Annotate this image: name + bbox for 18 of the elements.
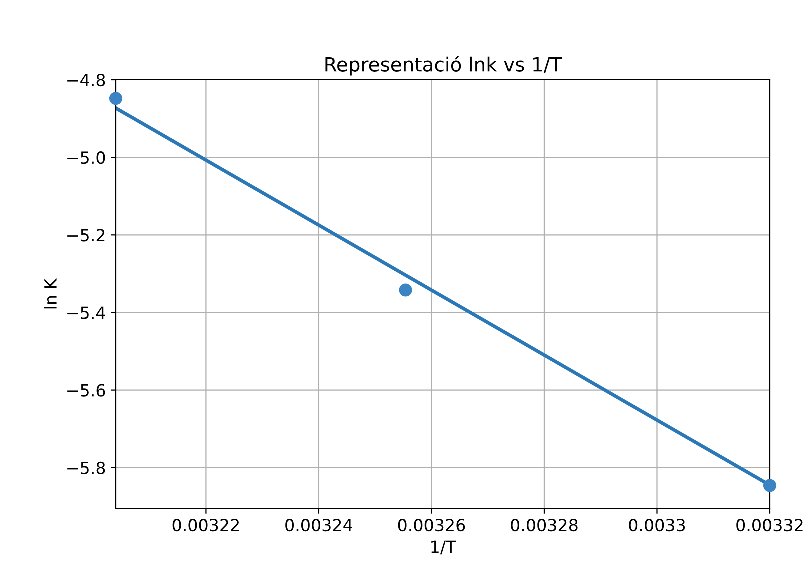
y-tick-label: −5.0 <box>68 152 106 164</box>
x-tick-label: 0.00326 <box>398 519 466 532</box>
point <box>399 284 412 297</box>
y-axis-title: ln K <box>44 278 57 309</box>
x-tick-label: 0.00322 <box>172 519 239 532</box>
x-axis-title: 1/T <box>432 540 456 555</box>
x-tick-label: 0.0033 <box>629 519 686 532</box>
y-tick-label: −5.2 <box>68 229 105 242</box>
y-tick-label: −5.4 <box>68 306 106 320</box>
chart-title: Representació lnk vs 1/T <box>326 56 562 76</box>
y-tick-label: −5.8 <box>68 462 106 474</box>
y-tick-label: −4.8 <box>68 74 106 87</box>
y-tick-label: −5.6 <box>68 384 106 397</box>
x-tick-label: 0.00328 <box>511 519 578 532</box>
x-tick-label: 0.00324 <box>286 519 352 532</box>
point <box>109 92 123 106</box>
x-tick-label: 0.00332 <box>736 519 803 532</box>
point <box>763 479 777 492</box>
